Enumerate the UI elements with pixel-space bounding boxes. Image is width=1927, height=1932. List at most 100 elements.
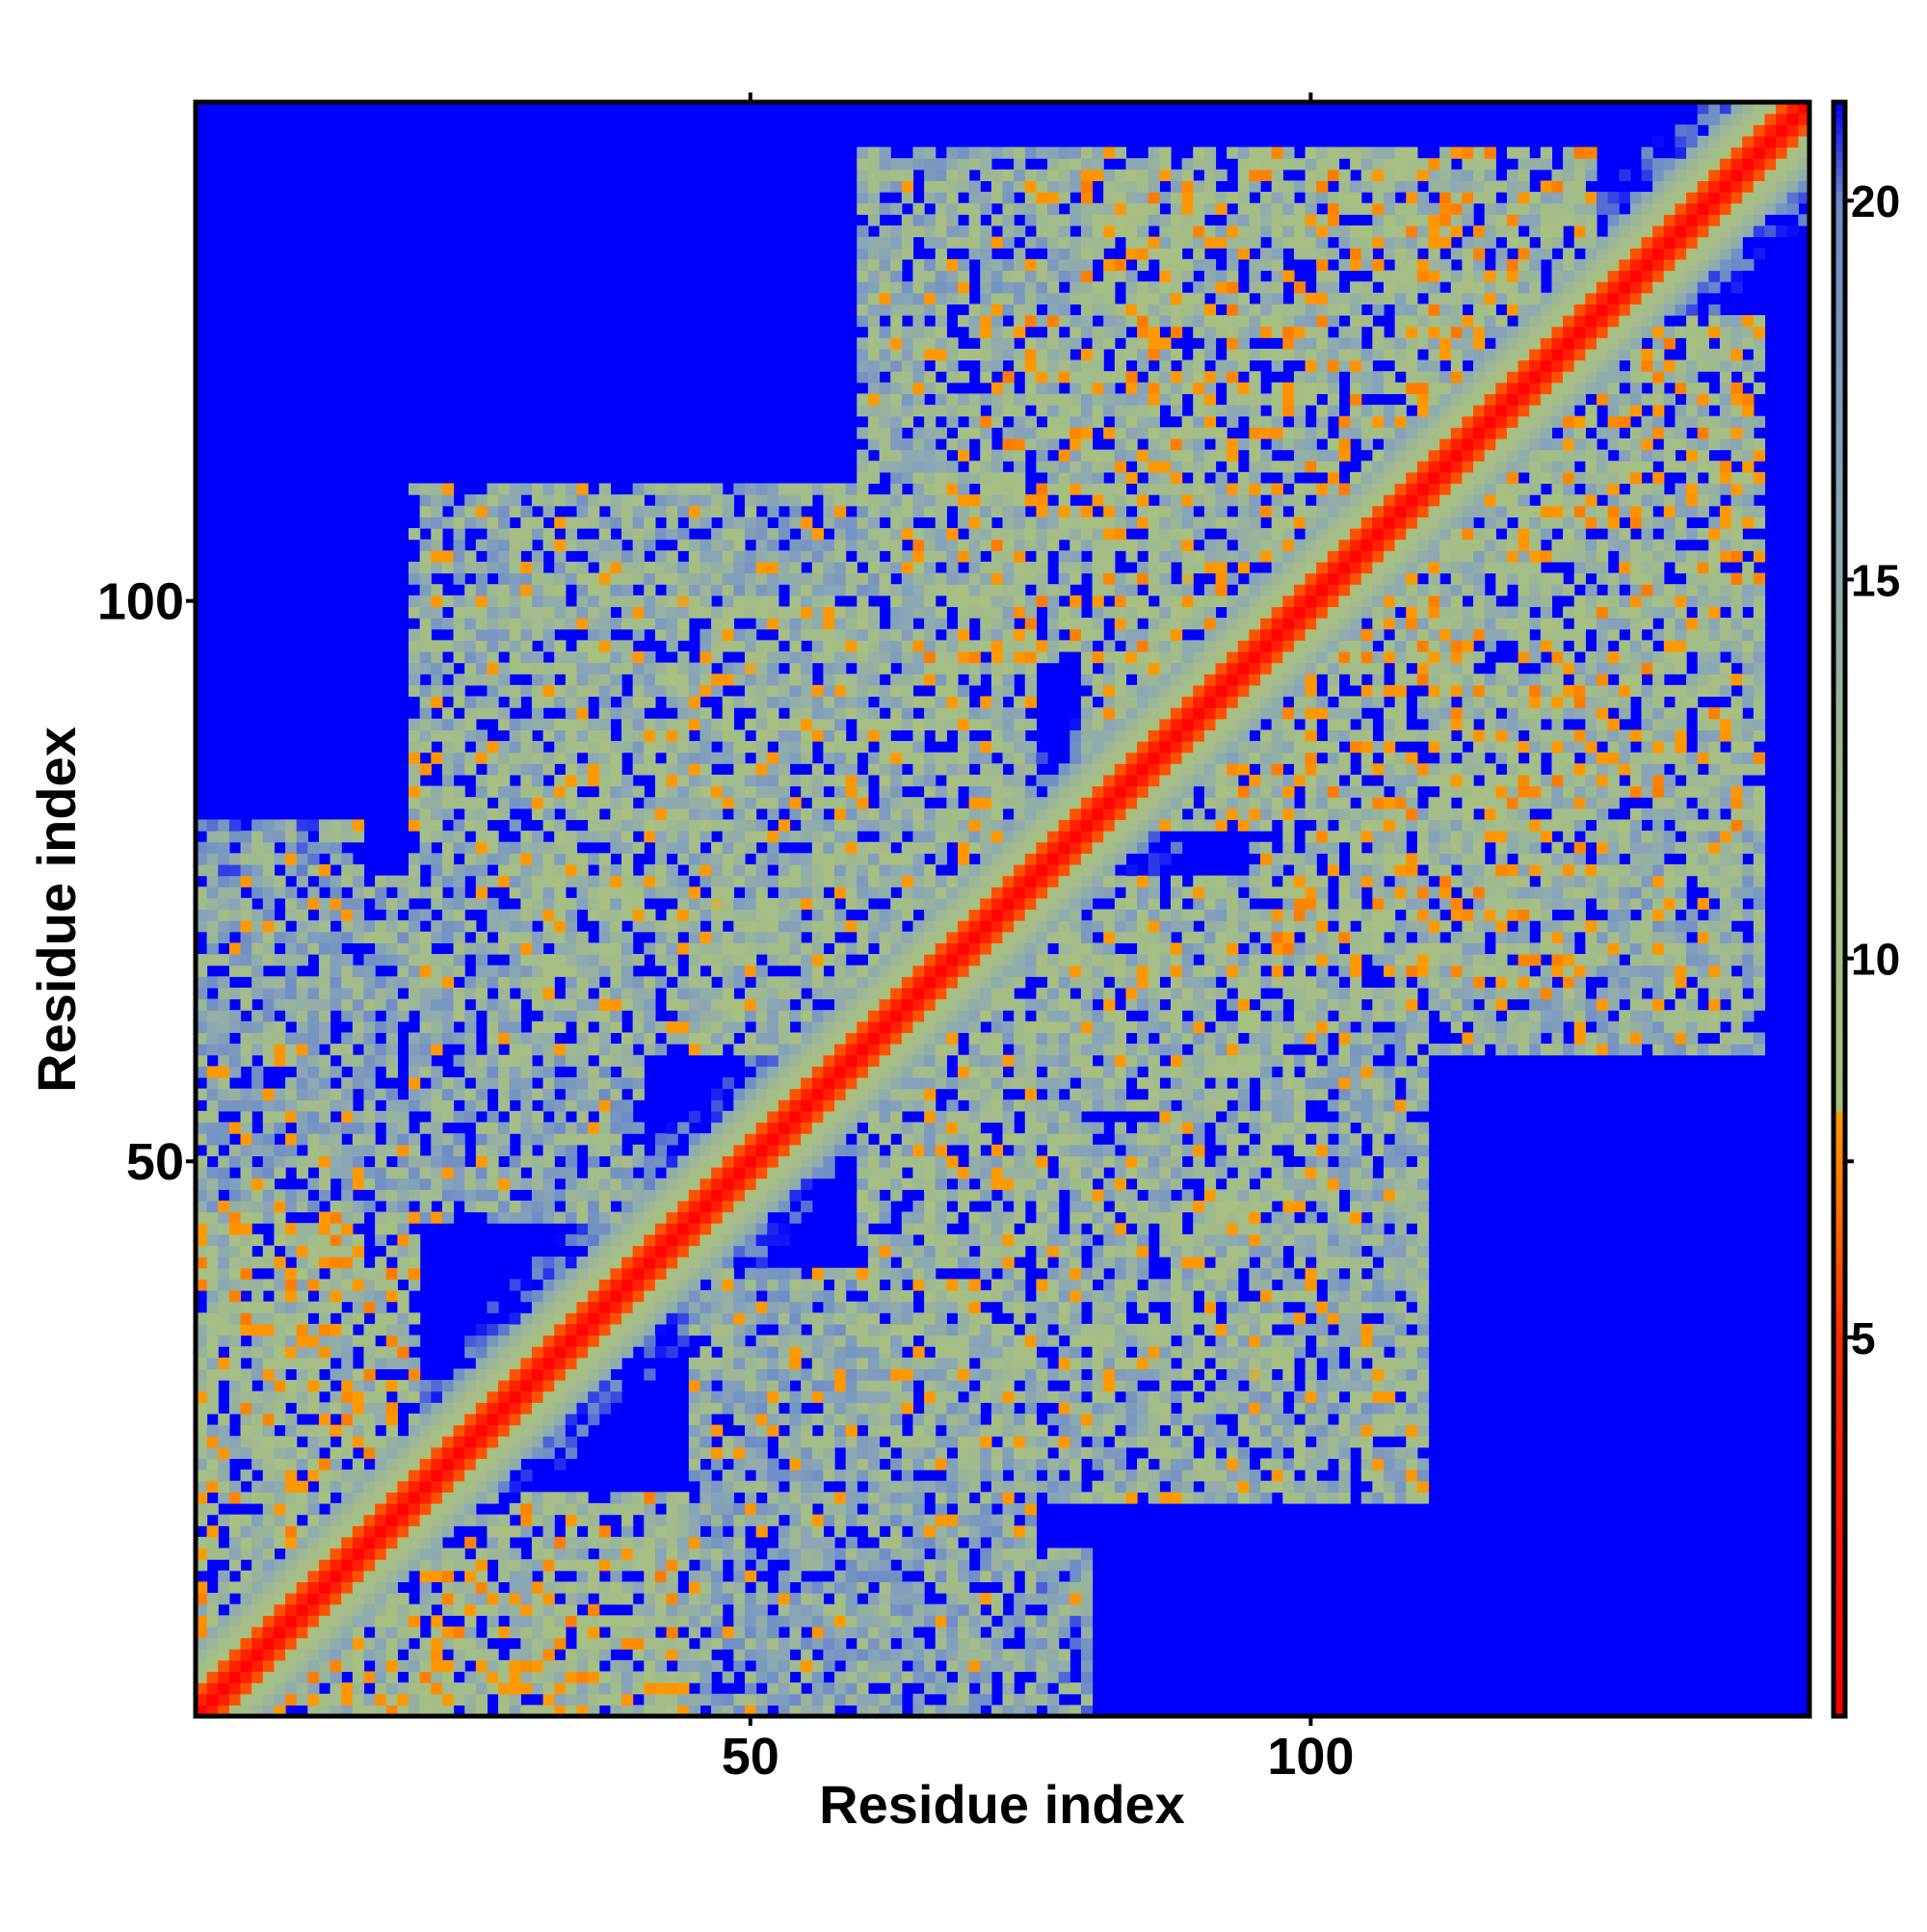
heatmap-cell — [801, 807, 813, 821]
heatmap-cell — [576, 1615, 589, 1628]
heatmap-cell — [341, 1469, 354, 1482]
heatmap-cell — [274, 1032, 286, 1045]
heatmap-cell — [318, 875, 331, 887]
heatmap-cell — [834, 1413, 847, 1426]
heatmap-cell — [206, 1312, 219, 1325]
heatmap-cell — [419, 887, 432, 899]
heatmap-cell — [363, 1032, 376, 1045]
heatmap-cell — [778, 1525, 791, 1538]
heatmap-cell — [789, 1502, 802, 1516]
heatmap-cell — [598, 909, 611, 921]
heatmap-cell — [744, 807, 757, 821]
heatmap-cell — [711, 897, 724, 911]
heatmap-cell — [565, 763, 578, 776]
heatmap-cell — [196, 1122, 208, 1134]
heatmap-cell — [688, 696, 701, 708]
heatmap-cell — [397, 1593, 409, 1605]
heatmap-cell — [789, 1682, 802, 1695]
heatmap-cell — [531, 1368, 544, 1381]
heatmap-cell — [206, 1144, 219, 1156]
heatmap-cell — [565, 774, 578, 787]
heatmap-cell — [475, 875, 488, 887]
heatmap-cell — [531, 741, 544, 754]
heatmap-cell — [251, 1335, 264, 1347]
heatmap-cell — [498, 1659, 511, 1673]
heatmap-cell — [711, 561, 724, 574]
heatmap-cell — [318, 920, 331, 933]
heatmap-cell — [554, 718, 567, 730]
heatmap-cell — [542, 1312, 555, 1325]
heatmap-cell — [228, 1211, 242, 1224]
heatmap-cell — [240, 1659, 252, 1673]
heatmap-cell — [196, 1615, 208, 1628]
heatmap-cell — [632, 1289, 645, 1303]
heatmap-cell — [307, 1032, 320, 1045]
heatmap-cell — [733, 1380, 746, 1392]
heatmap-cell — [688, 831, 701, 843]
heatmap-cell — [576, 887, 589, 899]
heatmap-cell — [677, 853, 690, 865]
heatmap-cell — [610, 998, 622, 1011]
heatmap-cell — [441, 1155, 455, 1168]
heatmap-cell — [240, 909, 252, 921]
heatmap-cell — [554, 875, 567, 887]
heatmap-cell — [554, 741, 567, 754]
heatmap-cell — [688, 584, 701, 596]
heatmap-cell — [431, 505, 443, 517]
heatmap-cell — [867, 640, 881, 652]
heatmap-cell — [588, 640, 600, 652]
heatmap-cell — [487, 606, 499, 619]
heatmap-cell — [330, 841, 342, 854]
heatmap-cell — [542, 1492, 555, 1504]
heatmap-cell — [789, 1469, 802, 1482]
heatmap-cell — [867, 516, 881, 529]
heatmap-cell — [621, 863, 634, 877]
heatmap-cell — [520, 1312, 533, 1325]
heatmap-cell — [711, 1368, 724, 1381]
heatmap-cell — [285, 1424, 298, 1437]
heatmap-cell — [834, 1649, 847, 1661]
heatmap-cell — [700, 1492, 712, 1504]
heatmap-cell — [789, 954, 802, 966]
heatmap-cell — [834, 674, 847, 686]
heatmap-cell — [778, 1659, 791, 1673]
heatmap-cell — [475, 662, 488, 675]
heatmap-cell — [688, 942, 701, 955]
heatmap-cell — [441, 1603, 455, 1616]
heatmap-cell — [857, 471, 869, 485]
heatmap-cell — [520, 1088, 533, 1100]
heatmap-cell — [441, 1020, 455, 1034]
heatmap-cell — [375, 1525, 387, 1538]
heatmap-cell — [711, 1502, 724, 1516]
heatmap-cell — [464, 1446, 477, 1460]
heatmap-cell — [375, 1346, 387, 1359]
heatmap-cell — [666, 1312, 678, 1325]
heatmap-cell — [666, 1671, 678, 1683]
heatmap-cell — [318, 1289, 331, 1303]
heatmap-cell — [385, 1458, 398, 1470]
heatmap-cell — [867, 1200, 881, 1213]
heatmap-cell — [576, 774, 589, 787]
heatmap-cell — [565, 1424, 578, 1437]
heatmap-cell — [509, 1178, 521, 1190]
heatmap-cell — [801, 875, 813, 887]
heatmap-cell — [419, 1480, 432, 1493]
heatmap-cell — [352, 1469, 365, 1482]
heatmap-cell — [307, 1559, 320, 1572]
heatmap-cell — [274, 1436, 286, 1448]
heatmap-cell — [845, 1570, 858, 1583]
heatmap-cell — [262, 1133, 276, 1146]
heatmap-cell — [542, 763, 555, 776]
heatmap-cell — [498, 505, 511, 517]
heatmap-cell — [218, 1446, 230, 1460]
heatmap-cell — [453, 1436, 465, 1448]
heatmap-cell — [677, 831, 690, 843]
heatmap-cell — [487, 1615, 499, 1628]
heatmap-cell — [666, 875, 678, 887]
heatmap-cell — [375, 1492, 387, 1504]
heatmap-cell — [767, 987, 779, 1000]
heatmap-cell — [409, 1189, 421, 1202]
heatmap-cell — [677, 618, 690, 630]
heatmap-cell — [565, 831, 578, 843]
heatmap-cell — [228, 1223, 242, 1235]
